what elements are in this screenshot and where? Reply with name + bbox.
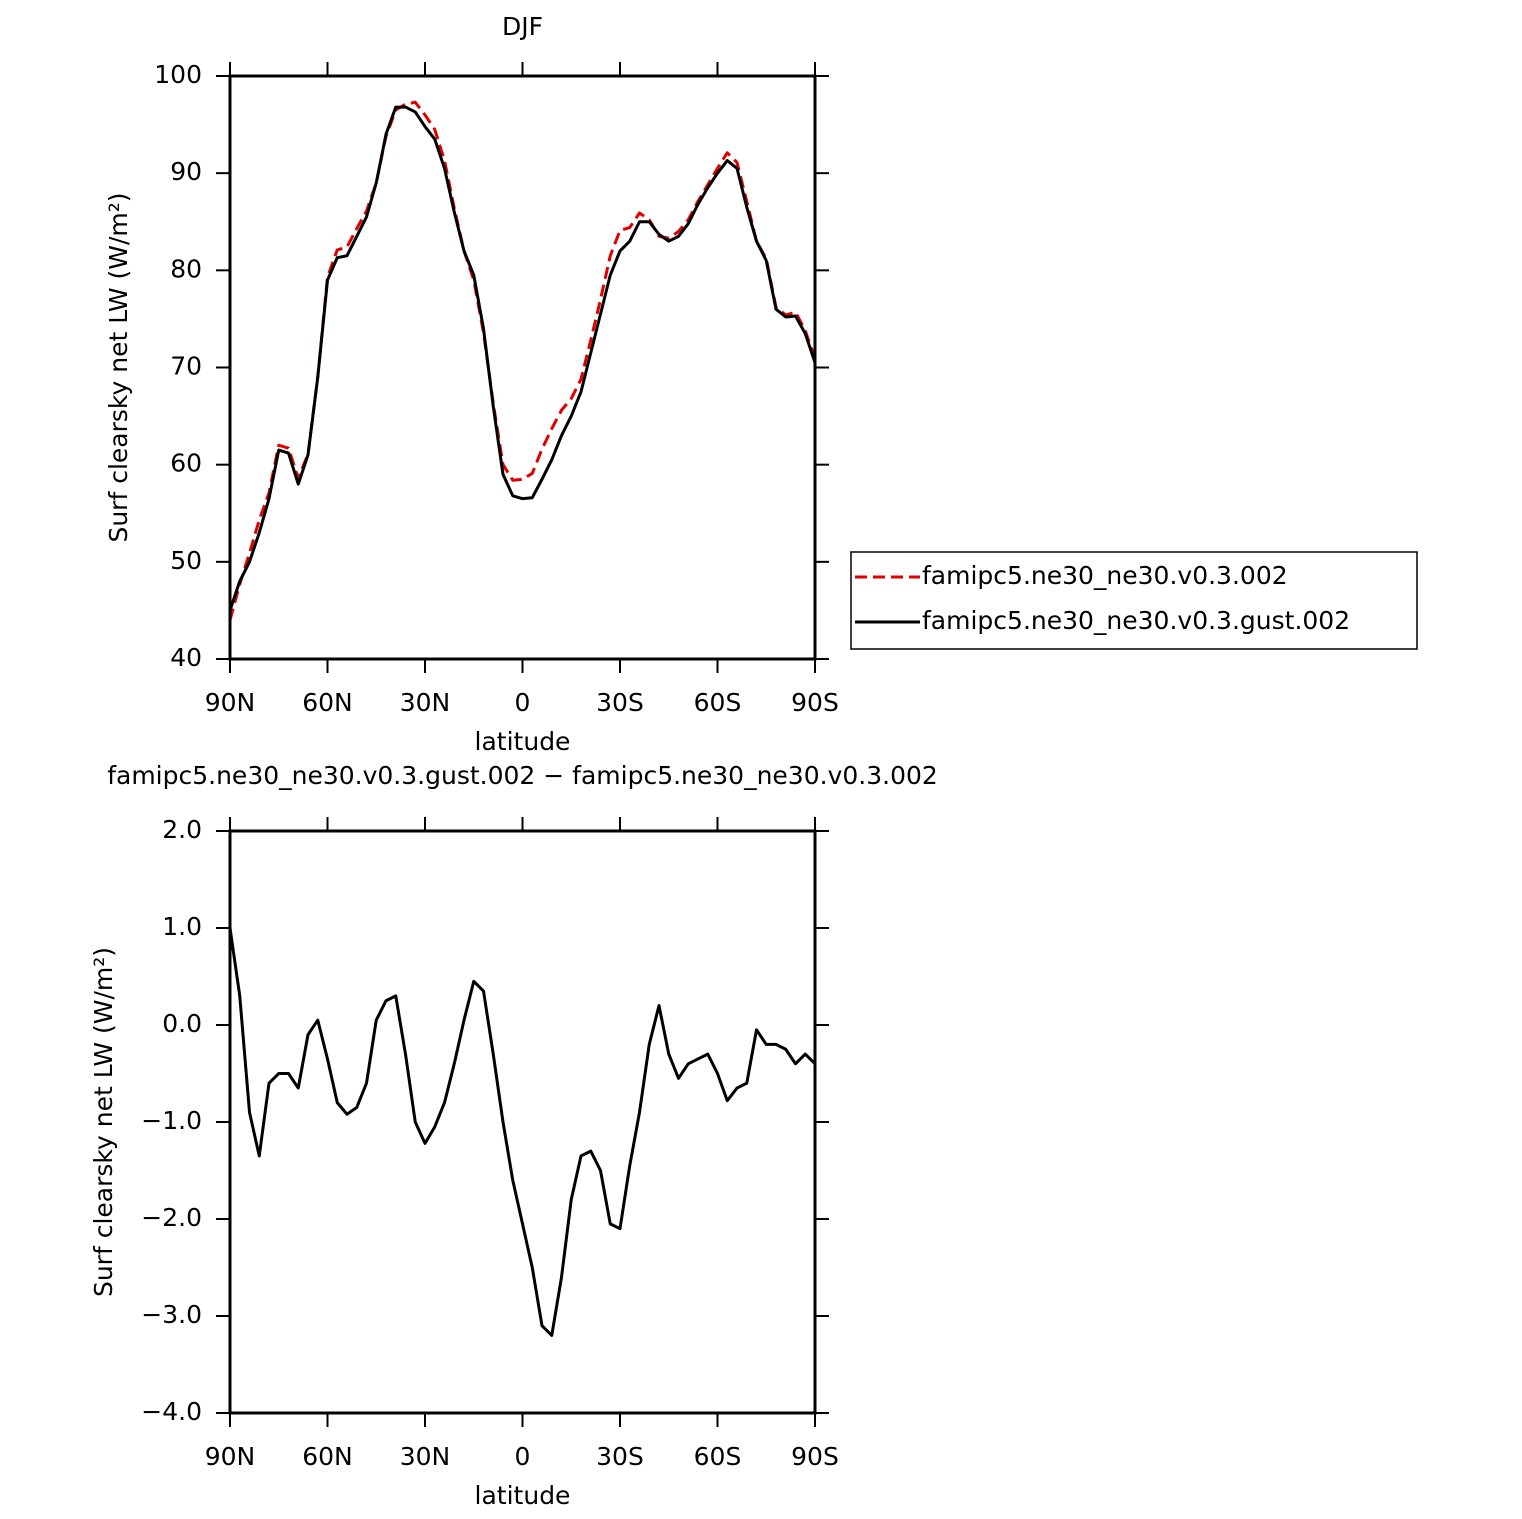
data-line [228, 927, 817, 1337]
y-tick-label: 100 [154, 60, 202, 89]
y-tick-label: 40 [170, 643, 202, 672]
y-tick-label: −3.0 [141, 1300, 202, 1329]
y-tick-label: 90 [170, 157, 202, 186]
x-tick-label: 60S [694, 688, 742, 717]
y-axis-label: Surf clearsky net LW (W/m²) [89, 947, 118, 1297]
x-tick-label: 30N [400, 1442, 451, 1471]
y-tick-label: −4.0 [141, 1397, 202, 1426]
x-tick-label: 30S [596, 688, 644, 717]
x-axis-label: latitude [475, 1481, 571, 1510]
y-tick-label: 1.0 [162, 912, 202, 941]
y-tick-label: 50 [170, 546, 202, 575]
x-tick-label: 60S [694, 1442, 742, 1471]
x-tick-label: 90N [205, 1442, 256, 1471]
plot-frame [228, 74, 817, 661]
chart-title: famipc5.ne30_ne30.v0.3.gust.002 − famipc… [107, 761, 938, 790]
legend-label: famipc5.ne30_ne30.v0.3.002 [922, 561, 1288, 590]
x-tick-label: 30N [400, 688, 451, 717]
x-tick-label: 90S [791, 688, 839, 717]
x-tick-label: 60N [302, 1442, 353, 1471]
y-axis-label: Surf clearsky net LW (W/m²) [104, 192, 133, 542]
data-line [228, 100, 817, 621]
y-tick-label: −1.0 [141, 1106, 202, 1135]
y-tick-label: 70 [170, 352, 202, 381]
plot-frame [228, 829, 817, 1415]
x-tick-label: 0 [515, 1442, 531, 1471]
x-tick-label: 30S [596, 1442, 644, 1471]
x-axis-label: latitude [475, 727, 571, 756]
y-tick-label: −2.0 [141, 1203, 202, 1232]
y-tick-label: 2.0 [162, 815, 202, 844]
y-tick-label: 80 [170, 254, 202, 283]
chart-title: DJF [502, 12, 543, 41]
legend-label: famipc5.ne30_ne30.v0.3.gust.002 [922, 606, 1350, 635]
x-tick-label: 0 [515, 688, 531, 717]
y-tick-label: 0.0 [162, 1009, 202, 1038]
x-tick-label: 90N [205, 688, 256, 717]
data-line [228, 105, 817, 611]
y-tick-label: 60 [170, 449, 202, 478]
x-tick-label: 90S [791, 1442, 839, 1471]
x-tick-label: 60N [302, 688, 353, 717]
legend-box [850, 551, 1418, 650]
